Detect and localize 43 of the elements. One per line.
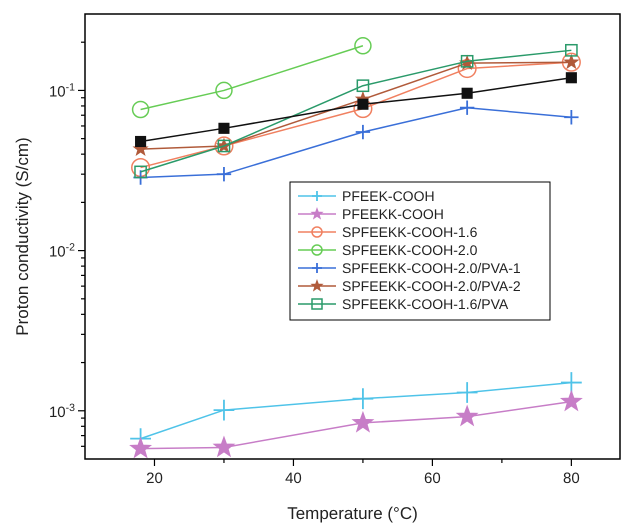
legend-label: SPFEEKK-COOH-2.0	[342, 242, 478, 258]
point	[562, 52, 581, 72]
y-axis-title: Proton conductivity (S/cm)	[13, 137, 32, 336]
point	[131, 158, 150, 178]
point	[132, 100, 150, 118]
x-axis-title: Temperature (°C)	[287, 504, 418, 523]
legend-label: SPFEEKK-COOH-2.0/PVA-1	[342, 260, 521, 276]
point	[352, 388, 374, 410]
x-tick-label: 80	[563, 470, 580, 487]
y-tick-label: 10$^{-3}$	[48, 402, 76, 421]
point	[566, 72, 577, 84]
point	[218, 122, 230, 134]
point	[560, 372, 582, 393]
legend-label: SPFEEKK-COOH-1.6	[342, 224, 478, 240]
point	[214, 136, 234, 156]
y-tick-label: 10$^{-1}$	[48, 81, 76, 100]
point	[354, 37, 372, 55]
point	[458, 58, 477, 78]
point	[216, 166, 232, 182]
point	[213, 436, 235, 457]
point	[460, 100, 474, 115]
point	[456, 382, 478, 403]
legend-label: SPFEEKK-COOH-1.6/PVA	[342, 296, 509, 312]
x-tick-label: 60	[424, 470, 441, 487]
point	[356, 124, 370, 140]
point	[353, 99, 372, 118]
point	[456, 406, 478, 426]
point	[462, 88, 473, 99]
legend-label: PFEEKK-COOH	[342, 206, 444, 222]
point	[356, 79, 370, 92]
legend-label: SPFEEKK-COOH-2.0/PVA-2	[342, 278, 521, 294]
point	[215, 82, 233, 100]
point	[564, 110, 579, 124]
point	[565, 44, 578, 57]
point	[130, 438, 152, 458]
x-tick-label: 40	[285, 470, 302, 487]
y-tick-label: 10$^{-2}$	[48, 242, 76, 261]
x-tick-label: 20	[146, 470, 163, 487]
point	[560, 390, 582, 411]
legend-label: PFEEK-COOH	[342, 188, 435, 204]
point	[214, 400, 234, 420]
point	[352, 412, 374, 432]
point	[135, 136, 146, 148]
